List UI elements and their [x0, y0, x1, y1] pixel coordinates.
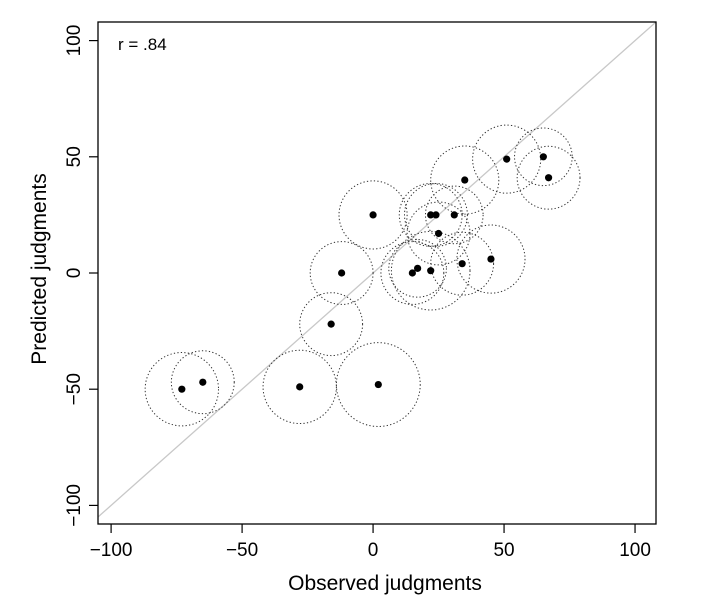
uncertainty-circle — [299, 292, 364, 357]
y-tick-label: 100 — [64, 25, 85, 57]
uncertainty-circle — [388, 239, 447, 298]
data-point — [327, 320, 335, 328]
data-point — [539, 153, 547, 161]
y-tick-label: 50 — [64, 146, 85, 167]
uncertainty-circles — [144, 124, 581, 427]
data-point — [461, 176, 469, 184]
uncertainty-circle — [430, 145, 500, 215]
data-point — [432, 211, 440, 219]
uncertainty-circle — [309, 241, 374, 305]
y-tick-label: −50 — [64, 373, 85, 405]
plot-frame — [97, 21, 657, 525]
uncertainty-circle — [398, 182, 463, 247]
x-tick-label: −100 — [90, 540, 133, 561]
data-point — [199, 378, 207, 386]
data-point — [427, 267, 435, 275]
uncertainty-circle — [404, 182, 468, 247]
uncertainty-circle — [456, 224, 526, 294]
uncertainty-circle — [335, 342, 421, 427]
uncertainty-circle — [144, 352, 220, 427]
data-point — [450, 211, 458, 219]
x-axis-ticks: −100 −50 0 50 100 — [90, 524, 651, 561]
data-point — [503, 155, 511, 163]
data-point — [338, 269, 346, 277]
uncertainty-circle — [380, 241, 445, 305]
uncertainty-circle — [516, 145, 581, 210]
x-tick-label: 0 — [368, 540, 379, 561]
uncertainty-circle — [514, 127, 573, 187]
data-points — [178, 153, 553, 393]
y-tick-label: −100 — [64, 484, 85, 527]
x-axis-title: Observed judgments — [288, 572, 482, 595]
y-axis-title: Predicted judgments — [28, 173, 51, 364]
data-point — [427, 211, 435, 219]
x-tick-label: 50 — [493, 540, 514, 561]
uncertainty-circle — [430, 231, 495, 296]
y-axis-ticks: −100 −50 0 50 100 — [64, 25, 98, 527]
data-point — [544, 174, 553, 182]
x-tick-label: −50 — [226, 540, 258, 561]
data-point — [414, 264, 422, 272]
data-point — [369, 211, 377, 219]
uncertainty-circle — [170, 350, 235, 415]
data-point — [408, 269, 416, 277]
uncertainty-circle — [406, 201, 471, 266]
uncertainty-circle — [262, 349, 337, 425]
uncertainty-circle — [390, 230, 471, 311]
data-point — [487, 255, 495, 263]
x-tick-label: 100 — [619, 540, 651, 561]
data-point — [178, 385, 186, 393]
data-point — [296, 383, 304, 391]
uncertainty-circle — [338, 180, 408, 250]
y-tick-label: 0 — [64, 268, 85, 279]
correlation-annotation: r = .84 — [118, 35, 167, 54]
data-point — [434, 229, 443, 238]
data-point — [458, 260, 466, 268]
data-point — [374, 380, 382, 389]
